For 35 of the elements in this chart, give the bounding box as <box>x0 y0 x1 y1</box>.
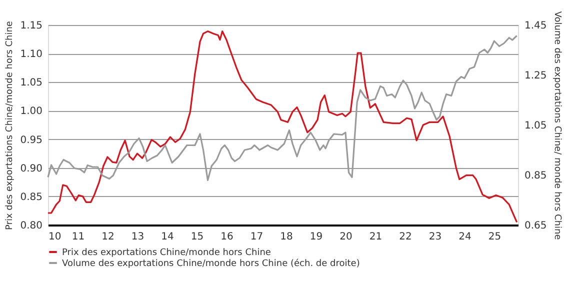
legend-label: Volume des exportations Chine/monde hors Chine (éch. de droite) <box>62 258 360 269</box>
y-axis-title: Prix des exportations Chine/monde hors Chine <box>5 20 16 230</box>
x-tick-label: 24 <box>458 232 472 242</box>
x-tick-label: 10 <box>48 232 62 242</box>
x-tick-label: 19 <box>310 232 323 242</box>
line-series <box>47 34 518 182</box>
y2-tick-label: 0.85 <box>524 170 547 182</box>
x-tick-label: 25 <box>488 232 502 242</box>
y-tick-label: 1.00 <box>20 106 42 118</box>
y2-tick-label: 0.65 <box>524 220 547 232</box>
y2-axis-title: Volume des exportations Chine/ monde hors Chine <box>552 11 562 240</box>
y-tick-label: 0.95 <box>20 134 42 146</box>
x-tick-label: 14 <box>161 232 174 242</box>
x-tick-label: 22 <box>399 232 412 242</box>
x-tick-label: 17 <box>250 232 264 242</box>
y-tick-label: 0.80 <box>20 220 42 232</box>
x-tick-label: 15 <box>190 232 204 242</box>
x-tick-label: 20 <box>340 232 352 242</box>
y-tick-label: 1.10 <box>20 49 42 60</box>
y-tick-label: 1.15 <box>20 20 42 32</box>
y-tick-label: 1.05 <box>20 78 42 89</box>
x-tick-label: 21 <box>369 232 382 242</box>
x-tick-label: 16 <box>220 232 234 242</box>
x-tick-label: 23 <box>428 232 442 242</box>
x-tick-label: 12 <box>102 232 114 242</box>
y2-tick-label: 1.05 <box>524 120 547 132</box>
legend-label: Prix des exportations Chine/monde hors Chine <box>62 248 272 258</box>
y-tick-label: 0.90 <box>20 163 42 174</box>
y2-tick-label: 1.45 <box>524 20 547 32</box>
line-series <box>47 30 518 223</box>
x-tick-label: 18 <box>280 232 293 242</box>
y2-tick-label: 1.25 <box>524 70 547 82</box>
x-tick-label: 11 <box>72 232 85 242</box>
y-tick-label: 0.85 <box>20 192 42 203</box>
x-tick-label: 13 <box>131 232 144 242</box>
